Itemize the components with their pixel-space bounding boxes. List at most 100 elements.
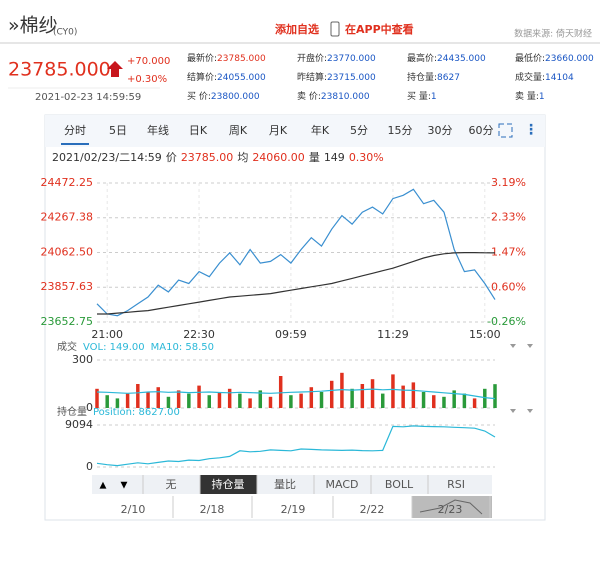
y2-tick-label: 0.60% [491,280,526,293]
y2-tick-label: -0.26% [487,315,526,328]
time: 2021-02-23 14:59:59 [35,92,141,103]
date-thumb [412,496,492,518]
volume-bar [268,396,273,408]
panel [44,114,546,521]
indicator-tab[interactable]: 持仓量 [212,477,245,491]
tab[interactable]: 日K [189,124,208,137]
indicator-tab[interactable]: 无 [166,478,177,491]
tab[interactable]: 5日 [109,124,127,137]
quote-field: 持仓量:8627 [407,71,460,83]
series-line [96,188,496,317]
y-tick-label: 9094 [65,418,93,431]
tab[interactable]: 年K [311,123,330,137]
y-tick-label: 24267.38 [41,211,94,224]
volume-bar [227,388,232,408]
fullscreen-icon[interactable] [498,123,513,138]
volume-bar [105,395,109,408]
y-tick-label: 300 [72,353,93,366]
quote-field: 成交量:14104 [515,71,574,83]
indicator-tab[interactable]: MACD [326,478,359,491]
volume-bar [432,395,436,408]
quote-field: 买 价:23800.000 [187,91,260,102]
volume-bar [278,376,283,408]
y2-tick-label: 1.47% [491,245,526,258]
quote-field: 昨结算:23715.000 [297,71,376,83]
more-icon[interactable]: ⋮ [524,122,538,138]
date-label[interactable]: 2/10 [121,503,146,516]
volume-bar [207,395,211,408]
quote-field: 买 量:1 [407,91,437,102]
volume-bar [483,388,487,408]
down-button[interactable]: ▼ [121,481,128,491]
x-tick-label: 09:59 [275,328,307,341]
phone-icon [330,21,340,37]
add-watch[interactable]: 添加自选 [275,22,319,36]
collapse-icon[interactable] [510,409,533,413]
volume-bar [360,384,365,408]
date-label[interactable]: 2/19 [281,503,306,516]
volume-bar [95,388,99,408]
tab[interactable]: 60分 [469,124,494,137]
date-label[interactable]: 2/18 [200,503,225,516]
y-tick-label: 0 [86,460,93,473]
volume-bar [452,390,456,408]
change: +70.000 [127,56,170,67]
y-tick-label: 24472.25 [41,176,94,189]
indicator-bg [92,475,492,494]
volume-bar [258,390,263,408]
volume-bar [493,384,497,408]
info-text: 2021/02/23/二14:59 价 23785.00 均 24060.00 量 149 0… [52,151,384,164]
volume-bar [401,385,405,408]
tabs: 分时 5日 年线 日K 周K 月K 年K 5分 15分 30分 60分 [61,123,494,145]
x-tick-label: 11:29 [377,328,409,341]
tab[interactable]: 5分 [350,124,368,137]
quote-field: 最低价:23660.000 [515,52,594,64]
quote-field: 最新价:23785.000 [187,52,266,64]
y-tick-label: 0 [86,401,93,414]
date-label[interactable]: 2/22 [360,503,385,516]
indicator-selected [200,475,257,494]
indicator-bar: ▲ ▼ 无 持仓量 量比 MACD BOLL RSI [92,475,492,494]
indicator-tab[interactable]: RSI [447,478,465,491]
info-line: 2021/02/23/二14:59 价 23785.00 均 24060.00 量 149 0… [52,151,384,164]
quote-field: 开盘价:23770.000 [297,52,376,64]
series-line [97,252,496,315]
volume-bar [309,387,314,408]
tab[interactable]: 周K [229,124,248,137]
panel-label: 持仓量 Position: 8627.00 [57,405,180,418]
tab[interactable]: 30分 [428,124,453,137]
collapse-icon[interactable] [510,344,533,348]
date-label[interactable]: 2/23 [438,503,463,516]
date-bar: 2/10 2/18 2/19 2/22 2/23 [121,496,492,518]
x-tick-label: 15:00 [469,328,501,341]
volume-bar [136,384,140,408]
volume-bar [166,396,171,408]
tab[interactable]: 月K [269,124,288,137]
panel-label: 成交 VOL: 149.00 MA10: 58.50 [57,340,214,353]
volume-bar [217,392,222,408]
volume-bar [125,393,130,408]
volume-bar [421,392,426,408]
indicator-tab[interactable]: 量比 [274,478,296,491]
volume-bar [329,380,334,408]
volume-bar [197,385,201,408]
tab[interactable]: 分时 [64,124,86,137]
y-tick-label: 23857.63 [41,280,94,293]
y-tick-label: 24062.50 [41,246,94,259]
tab[interactable]: 年线 [147,123,169,137]
change-pct: +0.30% [127,74,167,85]
volume-bar [299,393,303,408]
volume-bar [391,374,395,408]
up-arrow [107,61,123,77]
volume-bar [411,382,416,408]
indicator-tab[interactable]: BOLL [385,478,414,491]
tab[interactable]: 15分 [388,124,413,137]
volume-bar [115,398,120,408]
volume-bar [248,398,252,408]
quote-field: 卖 价:23810.000 [297,91,370,102]
open-app[interactable]: 在APP中查看 [345,22,414,36]
up-button[interactable]: ▲ [100,481,107,491]
volume-bar [442,396,446,408]
quote-field: 结算价:24055.000 [187,71,266,83]
